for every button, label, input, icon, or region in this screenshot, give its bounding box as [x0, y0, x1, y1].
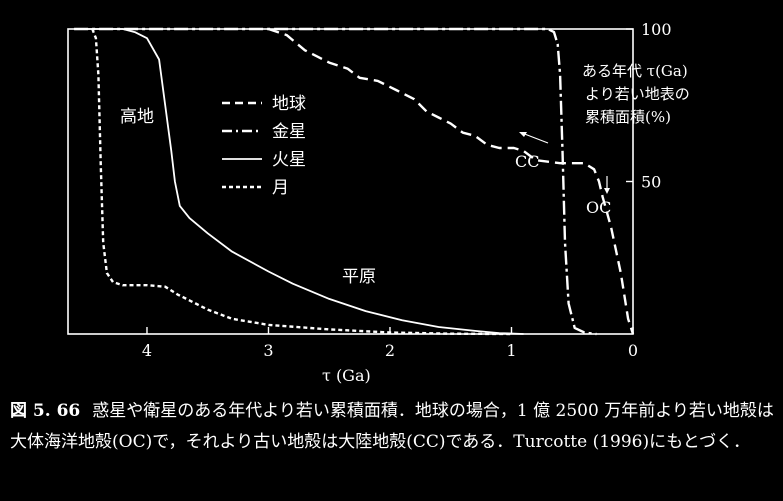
x-tick-label: 2 [385, 341, 395, 360]
x-tick-label: 0 [628, 341, 638, 360]
caption-text: 惑星や衛星のある年代より若い累積面積．地球の場合，1 億 2500 万年前より若… [10, 401, 774, 452]
legend-label-venus: 金星 [272, 122, 306, 142]
series-line-mars [74, 28, 524, 335]
legend: 地球 金星 火星 月 [222, 94, 306, 198]
cumulative-area-chart: 4 3 2 1 0 100 50 地球 金星 火星 月 高地 平原 CC OC ある年代 τ… [67, 20, 690, 385]
series-layer [74, 27, 635, 336]
plains-label: 平原 [342, 267, 376, 287]
series-line-moon [91, 28, 512, 336]
plot-frame [67, 28, 634, 335]
right-axis-label-line3: 累積面積(%) [585, 108, 671, 126]
right-axis-label-line1: ある年代 τ(Ga) [582, 62, 688, 80]
axis-layer: 4 3 2 1 0 100 50 [142, 20, 672, 360]
legend-label-earth: 地球 [272, 94, 306, 114]
x-tick-label: 4 [142, 341, 152, 360]
x-tick-label: 1 [506, 341, 516, 360]
series-line-venus [74, 27, 597, 336]
highlands-label: 高地 [120, 107, 154, 127]
y-tick-label: 100 [641, 20, 672, 39]
legend-label-mars: 火星 [272, 150, 306, 170]
right-axis-label: ある年代 τ(Ga) より若い地表の 累積面積(%) [582, 62, 690, 126]
cc-arrowhead [519, 132, 527, 137]
series-line-earth [268, 27, 635, 335]
figure-caption: 図 5. 66 惑星や衛星のある年代より若い累積面積．地球の場合，1 億 2500… [10, 396, 775, 458]
y-tick-label: 50 [641, 173, 661, 192]
x-tick-label: 3 [263, 341, 273, 360]
cc-label: CC [515, 152, 539, 171]
legend-label-moon: 月 [272, 178, 289, 198]
cc-arrow [521, 132, 549, 144]
figure-number: 図 5. 66 [10, 401, 81, 421]
oc-label: OC [586, 198, 611, 217]
right-axis-label-line2: より若い地表の [585, 85, 690, 103]
x-axis-label: τ (Ga) [322, 366, 371, 385]
oc-arrowhead [604, 188, 610, 194]
